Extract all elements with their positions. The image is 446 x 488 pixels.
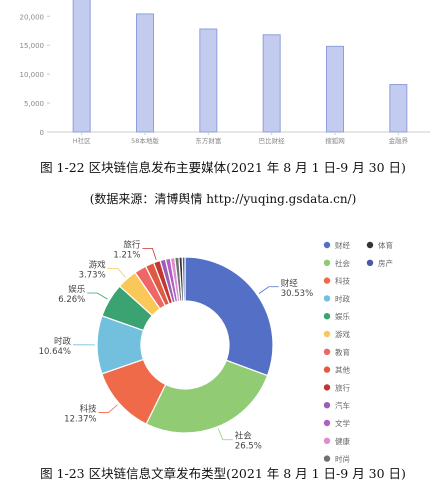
legend-label: 游戏 (335, 329, 350, 339)
legend-marker (323, 437, 331, 444)
legend-label: 时尚 (335, 454, 350, 464)
x-tick-label: 金融界 (389, 136, 409, 145)
slice-percent-label: 30.53% (281, 289, 313, 299)
legend-marker (323, 455, 331, 462)
slice-percent-label: 26.5% (235, 442, 262, 452)
legend-label: 科技 (335, 276, 350, 286)
legend-marker (366, 259, 374, 266)
y-tick-label: 20,000 (20, 13, 45, 21)
legend-marker (323, 295, 331, 302)
label-leader-line (142, 247, 157, 260)
legend-label: 社会 (335, 258, 350, 268)
figure1-source: (数据来源：清博舆情 http://yuqing.gsdata.cn/) (89, 192, 357, 206)
x-tick-label: 58本地版 (131, 136, 159, 145)
slice-category-label: 科技 (80, 404, 98, 415)
figure1-caption: 图 1-22 区块链信息发布主要媒体(2021 年 8 月 1 日-9 月 30… (40, 160, 406, 175)
figure2-caption: 图 1-23 区块链信息文章发布类型(2021 年 8 月 1 日-9 月 30… (40, 466, 406, 481)
legend-label: 财经 (335, 240, 350, 250)
legend-marker (323, 313, 331, 320)
y-tick-label: 10,000 (20, 71, 45, 79)
label-leader-line (107, 267, 126, 278)
slice-percent-label: 10.64% (39, 347, 71, 357)
legend-label: 汽车 (335, 400, 350, 410)
slice-percent-label: 3.73% (79, 270, 106, 280)
x-tick-label: 搜狐网 (325, 136, 345, 145)
label-leader-line (98, 404, 118, 413)
slice-percent-label: 1.21% (113, 250, 140, 260)
legend-label: 旅行 (335, 382, 350, 392)
legend-label: 健康 (335, 436, 350, 446)
slice-category-label: 财经 (281, 278, 299, 289)
legend-label: 体育 (378, 240, 393, 250)
legend-marker (323, 419, 331, 427)
legend-marker (323, 330, 331, 338)
bar-chart: 0 5,000 10,000 15,000 20,000 H社区 58本地版 东方财富 巴比财经… (20, 0, 430, 145)
legend-marker (323, 277, 331, 284)
slice-percent-label: 12.37% (64, 415, 96, 425)
slice-category-label: 社会 (235, 431, 253, 442)
slice-category-label: 娱乐 (68, 284, 86, 295)
label-leader-line (217, 428, 233, 441)
legend-marker (323, 348, 331, 355)
donut-slice (181, 256, 186, 302)
y-tick-label: 0 (40, 129, 44, 137)
slice-percent-label: 6.26% (58, 295, 85, 305)
legend-marker (323, 366, 331, 373)
legend-label: 娱乐 (335, 311, 350, 321)
legend-marker (323, 259, 331, 266)
label-leader-line (258, 286, 279, 294)
legend-marker (323, 241, 331, 249)
donut-slice (145, 359, 269, 434)
donut-slice (184, 256, 274, 377)
legend-label: 其他 (335, 365, 350, 375)
y-tick-label: 5,000 (24, 100, 44, 108)
slice-category-label: 时政 (54, 336, 72, 347)
legend-label: 文学 (335, 418, 350, 428)
legend-label: 时政 (335, 293, 350, 303)
legend-label: 房产 (378, 258, 393, 268)
x-tick-label: 巴比财经 (259, 136, 286, 145)
slice-category-label: 游戏 (89, 259, 107, 270)
label-leader-line (87, 292, 108, 300)
legend-marker (323, 402, 331, 409)
legend-label: 教育 (335, 347, 350, 357)
x-tick-label: H社区 (73, 136, 91, 145)
y-tick-label: 15,000 (20, 42, 45, 50)
legend-marker (323, 384, 331, 391)
x-tick-label: 东方财富 (195, 136, 221, 145)
legend-marker (366, 241, 374, 249)
slice-category-label: 旅行 (123, 239, 141, 250)
